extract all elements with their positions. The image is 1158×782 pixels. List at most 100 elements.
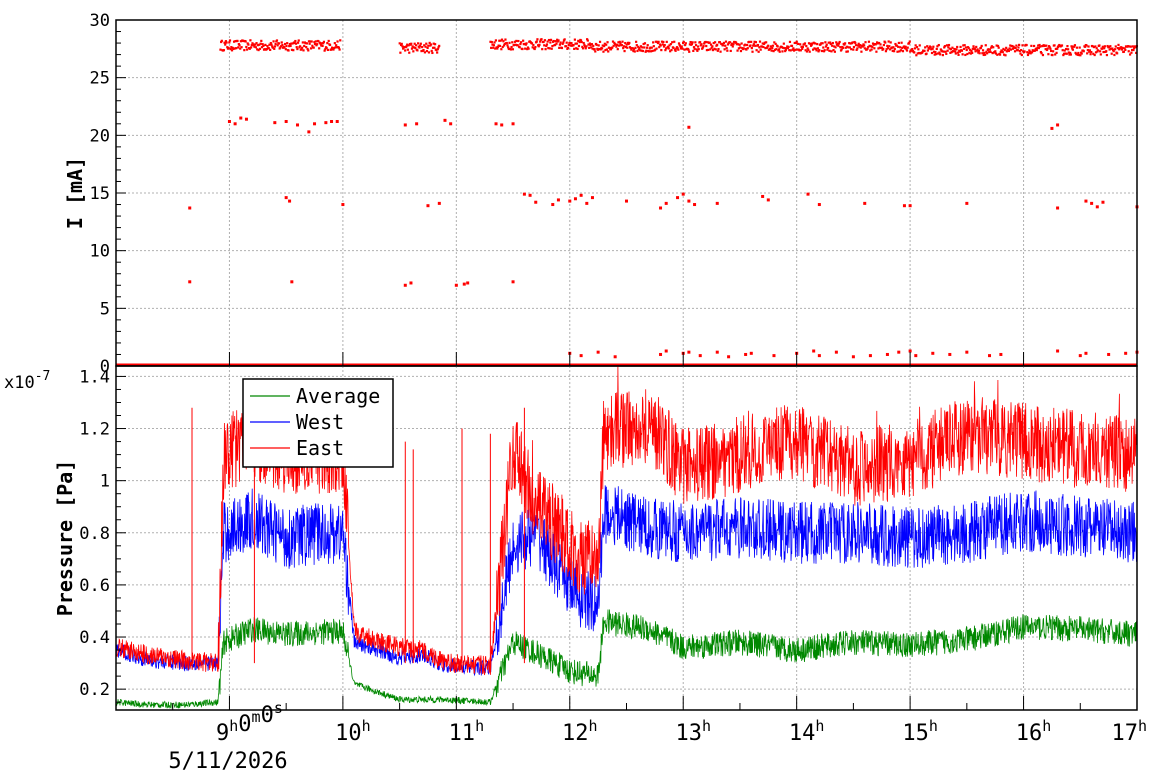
data-point — [971, 47, 974, 50]
data-point — [500, 38, 504, 41]
data-point — [690, 42, 694, 46]
y-tick-label: 20 — [90, 126, 110, 146]
data-point — [243, 49, 246, 52]
data-point — [1005, 50, 1008, 53]
data-point — [516, 44, 519, 47]
data-point — [716, 49, 719, 52]
data-point — [415, 122, 419, 126]
data-point — [826, 48, 829, 51]
data-point — [632, 49, 635, 53]
data-point — [227, 119, 231, 123]
data-point — [817, 50, 820, 53]
data-point — [416, 49, 419, 52]
data-point — [878, 46, 881, 49]
data-point — [759, 48, 762, 51]
data-point — [1064, 47, 1068, 51]
data-point — [651, 49, 654, 52]
data-point — [765, 41, 768, 44]
data-point — [1039, 45, 1042, 48]
x-tick-unit: h — [589, 717, 598, 735]
data-point — [409, 281, 413, 285]
data-point — [335, 119, 339, 123]
data-point — [649, 46, 652, 49]
data-point — [317, 40, 320, 43]
data-point — [1050, 49, 1053, 53]
data-point — [536, 38, 539, 41]
data-point — [688, 43, 692, 46]
data-point — [1094, 45, 1097, 48]
data-point — [558, 43, 561, 46]
data-point — [997, 46, 1000, 49]
data-point — [643, 42, 647, 45]
data-point — [701, 46, 704, 49]
data-point — [616, 48, 619, 51]
data-point — [861, 45, 864, 48]
data-point — [676, 47, 679, 50]
data-point — [1128, 45, 1131, 48]
data-point — [890, 46, 894, 49]
data-point — [868, 44, 871, 47]
data-point — [601, 44, 604, 47]
data-point — [985, 50, 988, 53]
data-point — [548, 47, 551, 50]
data-point — [904, 45, 907, 48]
data-point — [814, 42, 817, 45]
data-point — [977, 49, 981, 52]
data-point — [788, 40, 792, 43]
data-point — [611, 46, 614, 49]
data-point — [262, 44, 265, 47]
data-point — [586, 39, 589, 42]
data-point — [816, 47, 819, 50]
data-point — [281, 43, 284, 47]
series-line-average — [115, 609, 1138, 709]
data-point — [597, 44, 600, 47]
data-point — [681, 192, 685, 196]
data-point — [776, 45, 779, 48]
data-point — [659, 352, 663, 356]
data-point — [930, 48, 933, 51]
data-point — [1073, 45, 1076, 48]
data-point — [1101, 47, 1104, 50]
data-point — [678, 44, 681, 47]
data-point — [418, 46, 421, 49]
data-point — [524, 47, 527, 50]
data-point — [1032, 44, 1036, 48]
data-point — [239, 40, 242, 43]
data-point — [577, 44, 581, 48]
data-point — [635, 40, 638, 43]
data-point — [757, 50, 760, 53]
data-point — [817, 354, 821, 358]
data-point — [567, 43, 570, 47]
data-point — [824, 45, 828, 48]
data-point — [709, 48, 712, 51]
data-point — [434, 43, 437, 46]
data-point — [982, 53, 985, 57]
x-tick-unit: h — [229, 717, 238, 735]
data-point — [265, 48, 268, 51]
data-point — [606, 41, 609, 44]
data-point — [1107, 45, 1111, 49]
data-point — [619, 42, 622, 45]
data-point — [326, 48, 330, 52]
data-point — [492, 46, 495, 49]
data-point — [957, 53, 960, 56]
data-point — [1056, 123, 1060, 127]
data-point — [1016, 49, 1019, 52]
legend-box — [242, 378, 394, 468]
data-point — [490, 40, 493, 44]
data-point — [249, 39, 252, 42]
data-point — [654, 40, 657, 43]
data-point — [914, 44, 917, 47]
data-point — [1013, 46, 1016, 49]
data-point — [255, 42, 258, 45]
data-point — [582, 41, 585, 45]
data-point — [615, 45, 618, 48]
data-point — [905, 49, 909, 52]
data-point — [1052, 50, 1055, 53]
data-point — [436, 51, 439, 54]
data-point — [579, 193, 583, 197]
data-point — [288, 199, 292, 203]
